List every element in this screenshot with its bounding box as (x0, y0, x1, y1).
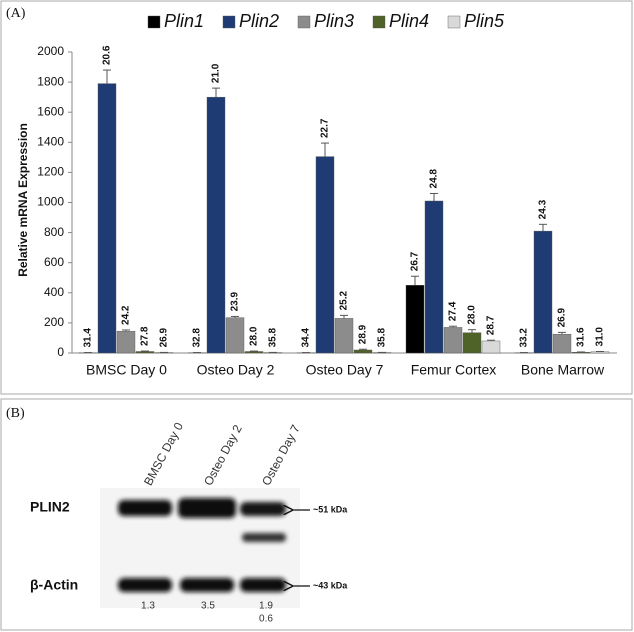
y-tick-label: 1200 (37, 165, 64, 179)
band (118, 500, 172, 516)
band (178, 498, 236, 518)
bar (533, 230, 553, 354)
ct-label: 28.0 (249, 326, 260, 346)
bar (135, 351, 155, 354)
y-tick-label: 200 (44, 315, 64, 329)
ct-label: 28.0 (467, 305, 478, 325)
x-tick-label: BMSC Day 0 (86, 362, 167, 378)
panel-a-border (0, 0, 633, 395)
ct-label: 31.4 (83, 328, 94, 348)
x-tick-label: Bone Marrow (521, 362, 605, 378)
ct-label: 31.0 (595, 327, 606, 347)
ct-label: 26.9 (557, 307, 568, 327)
bar (244, 351, 264, 354)
ct-label: 20.6 (102, 45, 113, 65)
y-tick-label: 800 (44, 225, 64, 239)
quantification: 0.6 (259, 614, 273, 625)
blot-bands (118, 498, 286, 592)
bar (481, 340, 501, 354)
bar (443, 327, 463, 354)
size-marker: ~43 kDa (313, 580, 348, 590)
ct-label: 26.7 (410, 251, 421, 271)
y-tick-label: 400 (44, 285, 64, 299)
bar (315, 156, 335, 354)
bar (225, 317, 245, 354)
band (118, 578, 172, 592)
ct-label: 22.7 (320, 118, 331, 138)
ct-label: 24.3 (538, 199, 549, 219)
lane-label: BMSC Day 0 (141, 420, 186, 488)
legend-label: Plin1 (164, 11, 204, 31)
ct-label: 26.9 (159, 327, 170, 347)
bar (405, 285, 425, 354)
ct-label: 34.4 (301, 328, 312, 348)
ct-label: 21.0 (211, 63, 222, 83)
quantification: 3.5 (201, 601, 215, 612)
legend-swatch (297, 15, 311, 29)
panel-label: (A) (6, 6, 26, 21)
ct-label: 32.8 (192, 328, 203, 348)
x-tick-label: Osteo Day 2 (197, 362, 275, 378)
y-axis-label: Relative mRNA Expression (16, 123, 30, 277)
lane-label: Osteo Day 7 (259, 422, 303, 488)
bar (116, 330, 136, 354)
band (240, 578, 286, 592)
legend-swatch (147, 15, 161, 29)
ct-label: 27.8 (140, 326, 151, 346)
band (242, 533, 286, 542)
y-tick-label: 2000 (37, 44, 64, 58)
ct-label: 31.6 (576, 327, 587, 347)
ct-label: 27.4 (448, 301, 459, 321)
y-tick-label: 0 (57, 345, 64, 359)
ct-label: 35.8 (377, 327, 388, 347)
legend-swatch (447, 15, 461, 29)
bar (334, 318, 354, 354)
bar (206, 96, 226, 354)
bar (97, 83, 117, 354)
y-tick-label: 1800 (37, 74, 64, 88)
lane-label: Osteo Day 2 (201, 422, 245, 488)
band (240, 502, 286, 516)
ct-label: 23.9 (230, 292, 241, 312)
ct-label: 35.8 (268, 327, 279, 347)
legend-label: Plin4 (389, 11, 429, 31)
ct-label: 24.2 (121, 305, 132, 325)
bar (424, 200, 444, 354)
legend-label: Plin2 (239, 11, 279, 31)
bar (353, 349, 373, 354)
bar (552, 333, 572, 354)
y-tick-label: 1000 (37, 195, 64, 209)
legend-label: Plin3 (314, 11, 354, 31)
panel-b-border (0, 398, 633, 631)
x-tick-label: Osteo Day 7 (306, 362, 384, 378)
ct-label: 33.2 (519, 328, 530, 348)
quantification: 1.3 (141, 601, 155, 612)
y-tick-label: 600 (44, 255, 64, 269)
protein-label: PLIN2 (30, 499, 70, 515)
ct-label: 25.2 (339, 290, 350, 310)
panel-label: (B) (6, 406, 25, 421)
protein-label: β-Actin (30, 577, 78, 593)
ct-label: 28.7 (486, 315, 497, 335)
band (180, 578, 234, 592)
y-tick-label: 1400 (37, 134, 64, 148)
quantification: 1.9 (259, 601, 273, 612)
x-tick-label: Femur Cortex (411, 362, 497, 378)
legend-swatch (222, 15, 236, 29)
legend-swatch (372, 15, 386, 29)
size-marker: ~51 kDa (313, 504, 348, 514)
legend-label: Plin5 (464, 11, 505, 31)
ct-label: 28.9 (358, 324, 369, 344)
bar (462, 332, 482, 354)
ct-label: 24.8 (429, 169, 440, 189)
y-tick-label: 1600 (37, 104, 64, 118)
